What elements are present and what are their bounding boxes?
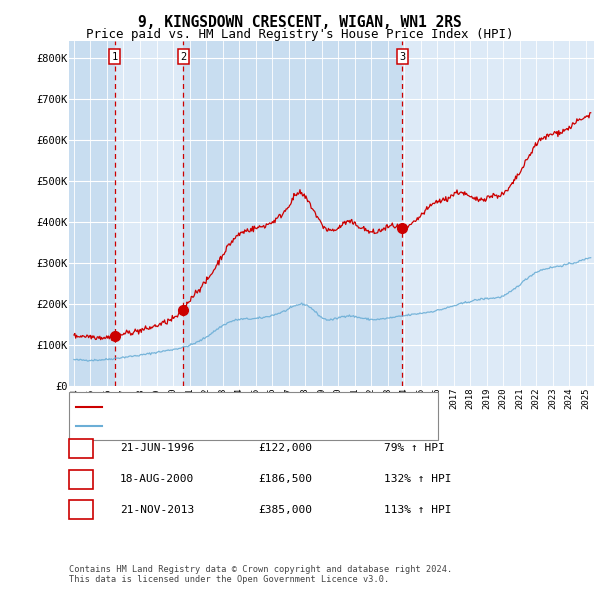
Text: Price paid vs. HM Land Registry's House Price Index (HPI): Price paid vs. HM Land Registry's House …	[86, 28, 514, 41]
Text: 79% ↑ HPI: 79% ↑ HPI	[384, 444, 445, 453]
Text: Contains HM Land Registry data © Crown copyright and database right 2024.
This d: Contains HM Land Registry data © Crown c…	[69, 565, 452, 584]
Text: 1: 1	[77, 442, 85, 455]
Text: 21-JUN-1996: 21-JUN-1996	[120, 444, 194, 453]
Text: 9, KINGSDOWN CRESCENT, WIGAN, WN1 2RS: 9, KINGSDOWN CRESCENT, WIGAN, WN1 2RS	[138, 15, 462, 30]
Text: £122,000: £122,000	[258, 444, 312, 453]
Text: 3: 3	[77, 503, 85, 516]
Text: HPI: Average price, detached house, Wigan: HPI: Average price, detached house, Wiga…	[105, 421, 346, 431]
Text: £385,000: £385,000	[258, 505, 312, 514]
Text: 2: 2	[180, 52, 187, 62]
Text: 132% ↑ HPI: 132% ↑ HPI	[384, 474, 452, 484]
Text: 9, KINGSDOWN CRESCENT, WIGAN, WN1 2RS (detached house): 9, KINGSDOWN CRESCENT, WIGAN, WN1 2RS (d…	[105, 402, 422, 411]
Text: £186,500: £186,500	[258, 474, 312, 484]
Bar	[69, 41, 115, 386]
Text: 21-NOV-2013: 21-NOV-2013	[120, 505, 194, 514]
Bar	[184, 41, 403, 386]
Text: 1: 1	[112, 52, 118, 62]
Text: 2: 2	[77, 473, 85, 486]
Text: 3: 3	[400, 52, 406, 62]
Text: 113% ↑ HPI: 113% ↑ HPI	[384, 505, 452, 514]
Text: 18-AUG-2000: 18-AUG-2000	[120, 474, 194, 484]
